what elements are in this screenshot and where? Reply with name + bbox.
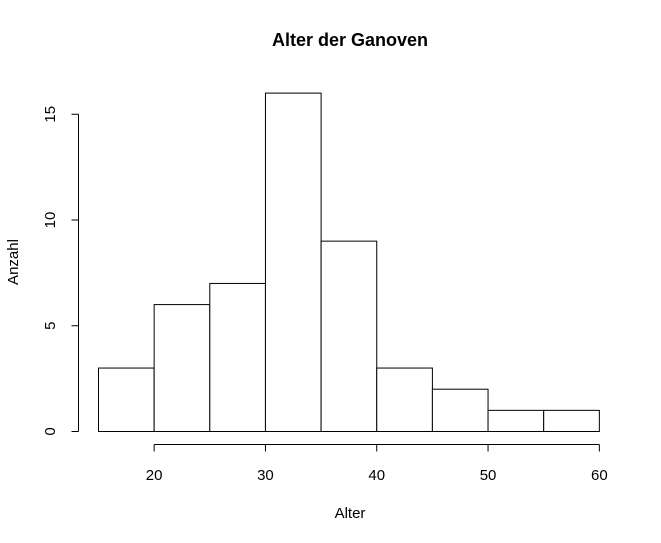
y-tick-label: 15 — [42, 106, 59, 123]
histogram-bar — [543, 409, 600, 433]
histogram-bar — [153, 304, 211, 433]
x-tick-label: 20 — [146, 467, 163, 484]
histogram-bar — [209, 282, 266, 433]
y-tick-label: 5 — [42, 322, 59, 330]
y-tick-label: 10 — [42, 212, 59, 229]
x-axis: 20 30 40 50 60 — [146, 444, 608, 484]
y-axis-label: Anzahl — [5, 239, 22, 285]
y-tick-label: 0 — [42, 427, 59, 435]
x-tick-label: 40 — [368, 467, 385, 484]
x-axis-label: Alter — [335, 505, 366, 522]
histogram-bar — [264, 92, 322, 432]
bars-group — [98, 92, 600, 433]
histogram-bar — [98, 367, 155, 432]
y-axis: 0 5 10 15 — [42, 106, 79, 436]
histogram-bar — [487, 409, 545, 433]
histogram-bar — [320, 240, 378, 432]
x-tick-label: 30 — [257, 467, 274, 484]
histogram-bar — [431, 388, 489, 433]
histogram-bar — [376, 367, 433, 432]
x-tick-label: 60 — [591, 467, 608, 484]
x-tick-label: 50 — [480, 467, 497, 484]
chart-title: Alter der Ganoven — [272, 30, 428, 50]
